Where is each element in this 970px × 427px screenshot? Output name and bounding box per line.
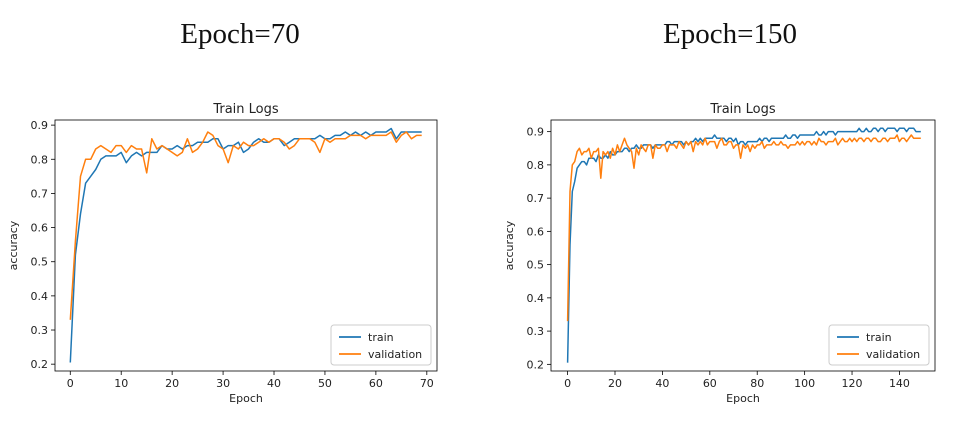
x-tick-label: 20 <box>165 377 179 390</box>
series-line-validation <box>566 134 921 322</box>
y-tick-label: 0.2 <box>31 358 49 371</box>
y-tick-label: 0.8 <box>527 159 545 172</box>
y-tick-label: 0.3 <box>527 325 545 338</box>
y-tick-label: 0.5 <box>31 256 49 269</box>
legend-box <box>330 324 432 366</box>
y-tick-label: 0.4 <box>527 292 545 305</box>
x-tick-label: 100 <box>794 377 815 390</box>
x-tick-label: 120 <box>842 377 863 390</box>
y-tick-label: 0.8 <box>31 153 49 166</box>
x-tick-label: 40 <box>267 377 281 390</box>
y-tick-label: 0.6 <box>527 225 545 238</box>
x-tick-label: 60 <box>369 377 383 390</box>
legend-label-train: train <box>368 331 394 344</box>
y-tick-label: 0.9 <box>31 119 49 132</box>
y-tick-label: 0.6 <box>31 222 49 235</box>
chart-caption-epoch-150: Epoch=150 <box>663 18 797 50</box>
legend-label-train: train <box>866 331 892 344</box>
x-tick-label: 0 <box>67 377 74 390</box>
y-axis-label: accuracy <box>7 220 20 270</box>
x-axis-label: Epoch <box>229 392 263 405</box>
y-tick-label: 0.4 <box>31 290 49 303</box>
x-tick-label: 0 <box>564 377 571 390</box>
x-axis-label: Epoch <box>726 392 760 405</box>
x-tick-label: 20 <box>608 377 622 390</box>
y-tick-label: 0.7 <box>527 192 545 205</box>
y-tick-label: 0.5 <box>527 259 545 272</box>
y-tick-label: 0.9 <box>527 126 545 139</box>
y-axis-label: accuracy <box>503 220 516 270</box>
y-tick-label: 0.7 <box>31 187 49 200</box>
y-tick-label: 0.2 <box>527 358 545 371</box>
chart-1: Train Logs 0 10 20 30 40 50 60 70 0.2 0.3 0.4 0.5 0.6… <box>7 102 438 405</box>
x-tick-label: 80 <box>750 377 764 390</box>
legend-box <box>828 324 930 366</box>
chart-title: Train Logs <box>212 102 279 117</box>
y-tick-label: 0.3 <box>31 324 49 337</box>
chart-caption-epoch-70: Epoch=70 <box>180 18 300 50</box>
x-tick-label: 50 <box>318 377 332 390</box>
plot-frame <box>54 119 438 372</box>
x-tick-label: 60 <box>703 377 717 390</box>
series-line-train <box>69 127 422 363</box>
chart-title: Train Logs <box>709 102 776 117</box>
x-tick-label: 10 <box>114 377 128 390</box>
x-tick-label: 140 <box>889 377 910 390</box>
series-line-train <box>566 127 921 363</box>
legend-label-validation: validation <box>866 348 920 361</box>
series-line-validation <box>69 131 422 320</box>
chart-2: Train Logs 0 20 40 60 80 100 120 140 0.2 0.3 0.4 0.5… <box>503 102 936 405</box>
x-tick-label: 30 <box>216 377 230 390</box>
x-tick-label: 40 <box>655 377 669 390</box>
legend-label-validation: validation <box>368 348 422 361</box>
plot-frame <box>550 119 936 372</box>
x-tick-label: 70 <box>420 377 434 390</box>
